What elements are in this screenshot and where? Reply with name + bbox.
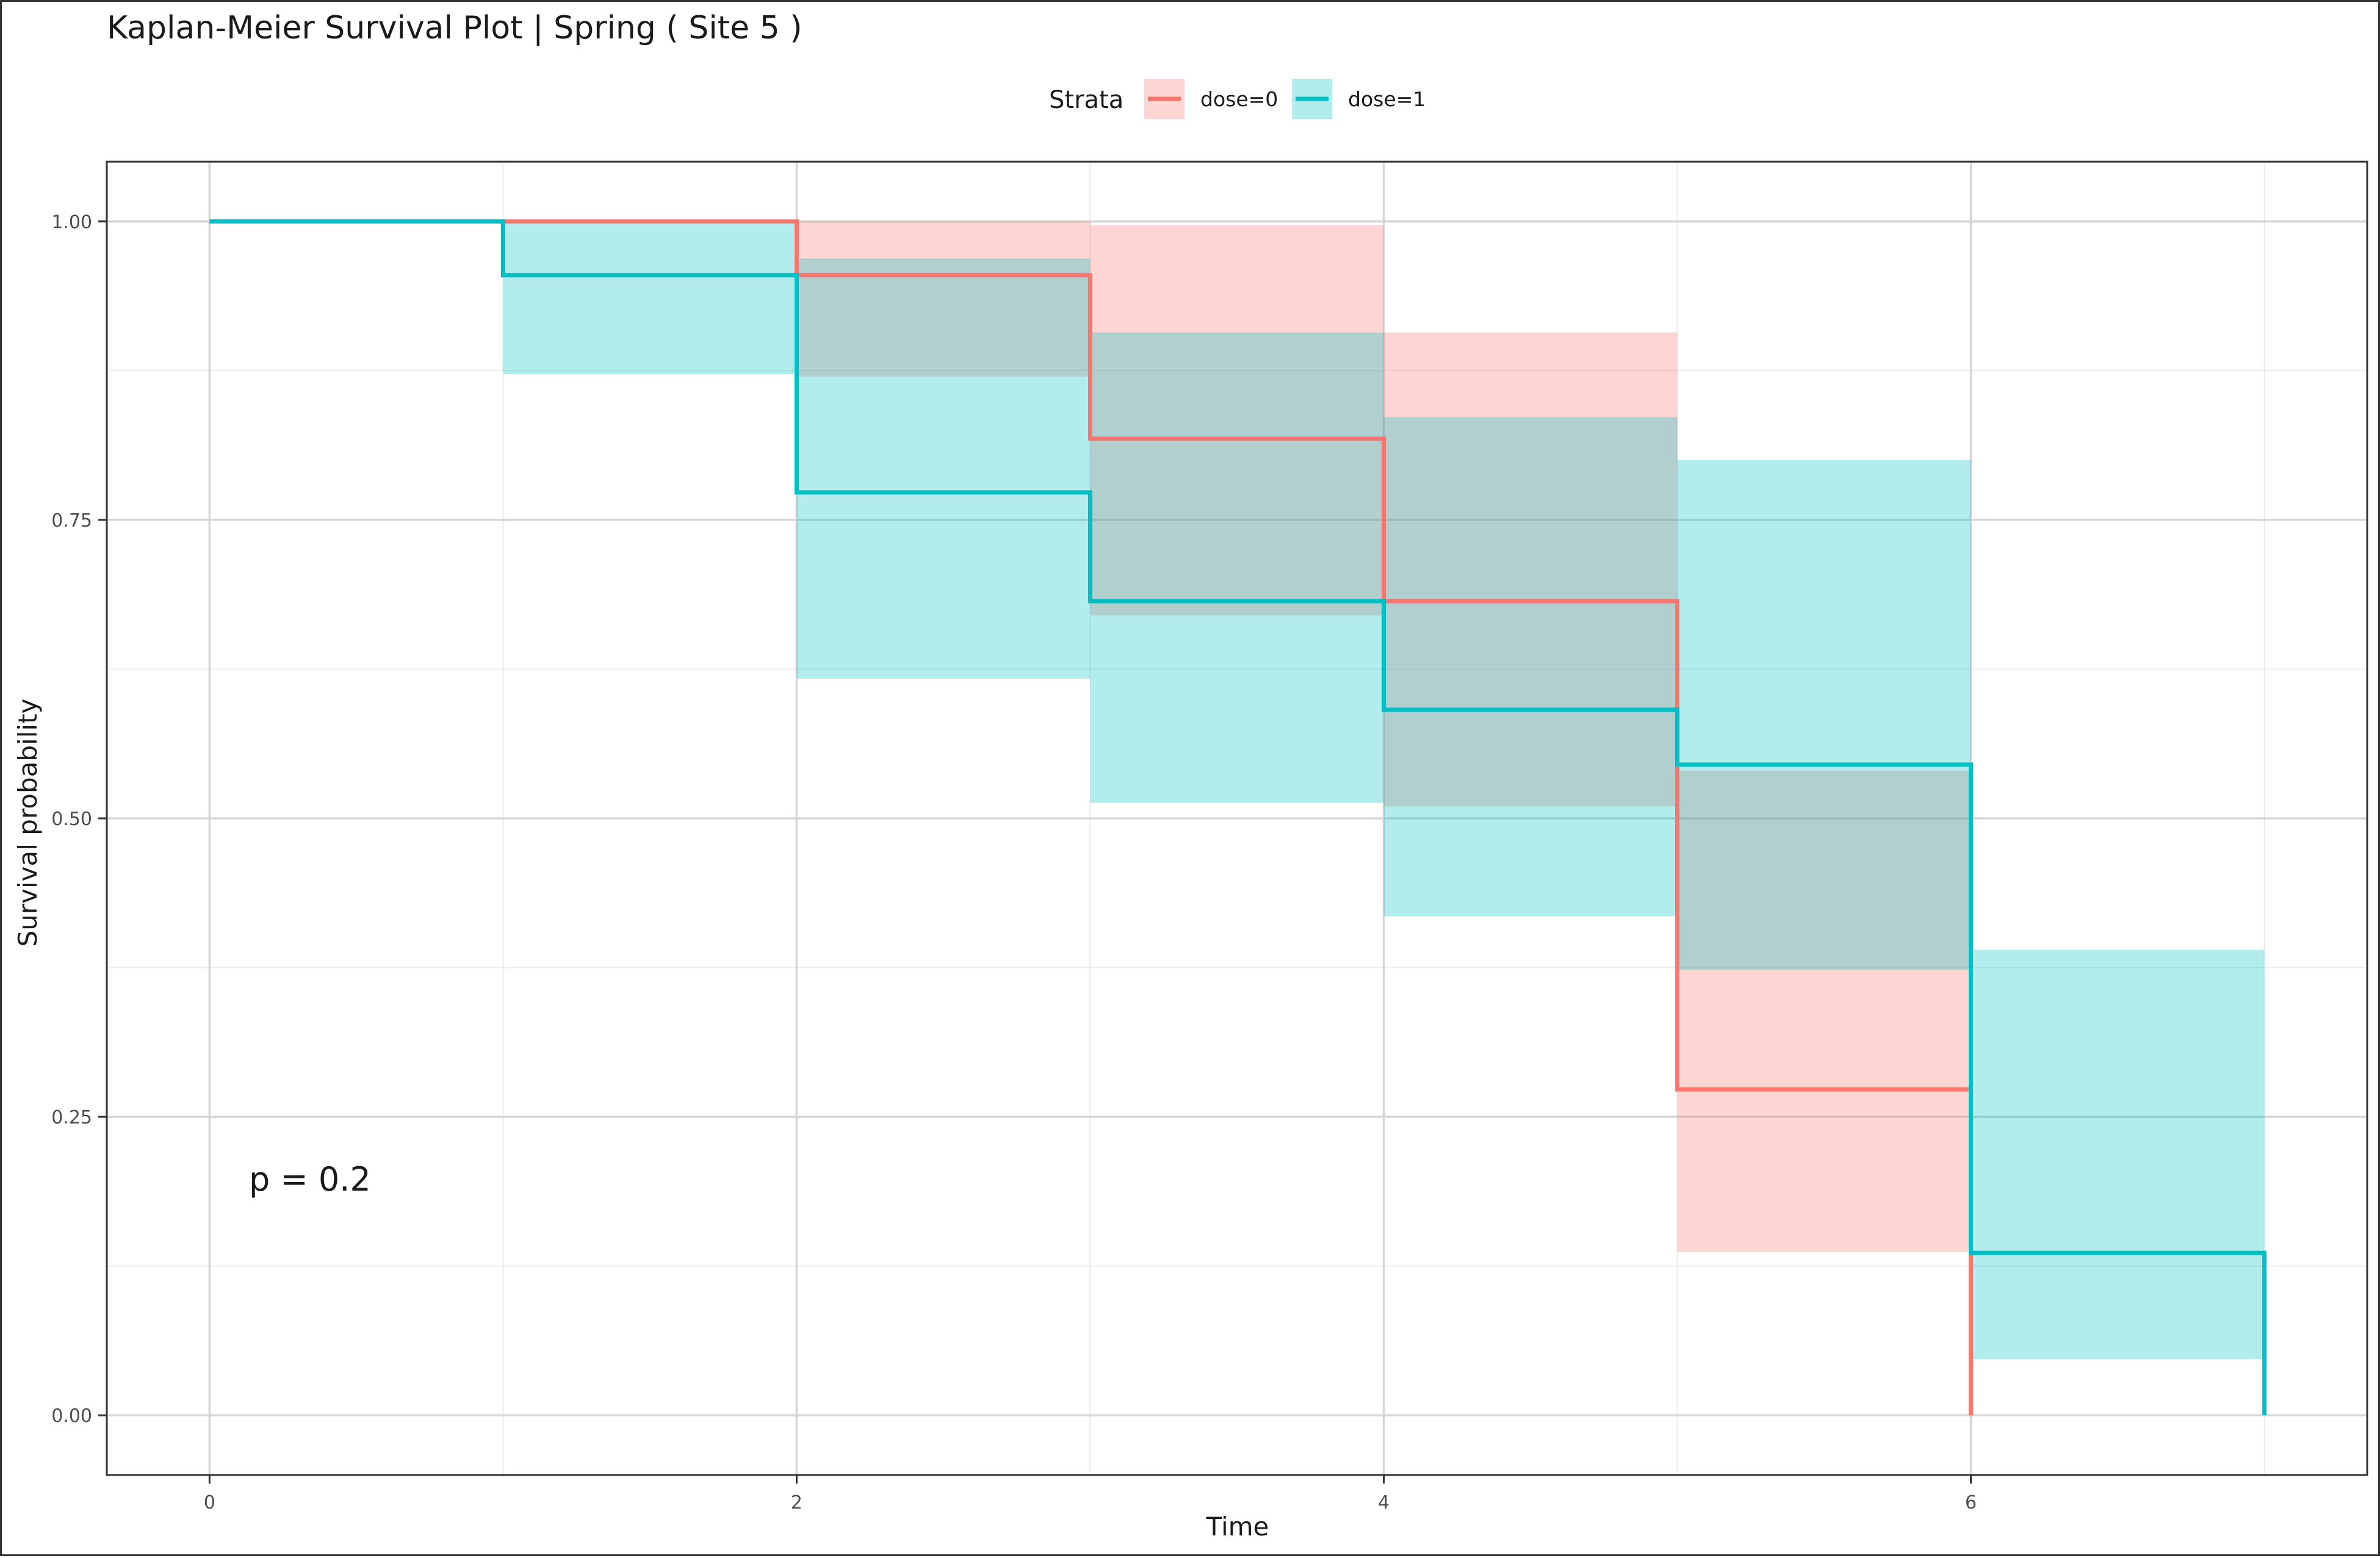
x-tick-label: 2 (791, 1492, 802, 1513)
ci-band-dose-1-6 (1971, 950, 2265, 1360)
y-axis-title: Survival probability (13, 699, 43, 947)
ci-band-dose-0-3 (1383, 332, 1678, 807)
ci-band-dose-0-2 (1090, 225, 1384, 616)
y-tick-label: 0.75 (51, 510, 92, 532)
y-tick-label: 0.00 (51, 1405, 92, 1427)
chart-title: Kaplan-Meier Survival Plot | Spring ( Si… (107, 10, 802, 46)
legend: Strata dose=0 dose=1 (1049, 79, 1426, 119)
legend-title: Strata (1049, 86, 1123, 114)
survival-curves (209, 219, 2267, 1416)
p-value-annotation: p = 0.2 (249, 1160, 371, 1199)
ci-band-dose-1-1 (503, 221, 797, 375)
ci-band-dose-1-3 (1090, 332, 1384, 803)
y-tick-label: 0.50 (51, 809, 92, 830)
y-tick-label: 1.00 (51, 212, 92, 233)
ci-band-dose-1-5 (1677, 460, 1971, 970)
x-axis-title: Time (1206, 1512, 1269, 1542)
survival-curve-dose-0 (209, 219, 1974, 1416)
survival-curve-dose-1 (209, 219, 2267, 1416)
ci-band-dose-0-4 (1677, 770, 1971, 1252)
confidence-bands (503, 221, 2265, 1360)
y-axis: 0.00 0.25 0.50 0.75 1.00 (51, 212, 107, 1427)
ci-band-dose-1-2 (796, 258, 1091, 679)
ci-band-dose-1-4 (1383, 417, 1678, 917)
x-tick-label: 6 (1965, 1492, 1977, 1513)
x-tick-label: 0 (204, 1492, 215, 1513)
x-tick-label: 4 (1378, 1492, 1390, 1513)
y-tick-label: 0.25 (51, 1107, 92, 1128)
legend-label-dose-1: dose=1 (1348, 87, 1426, 111)
ci-band-dose-0-1 (796, 221, 1091, 377)
legend-label-dose-0: dose=0 (1200, 87, 1278, 111)
x-axis: 0 2 4 6 (204, 1475, 1977, 1513)
